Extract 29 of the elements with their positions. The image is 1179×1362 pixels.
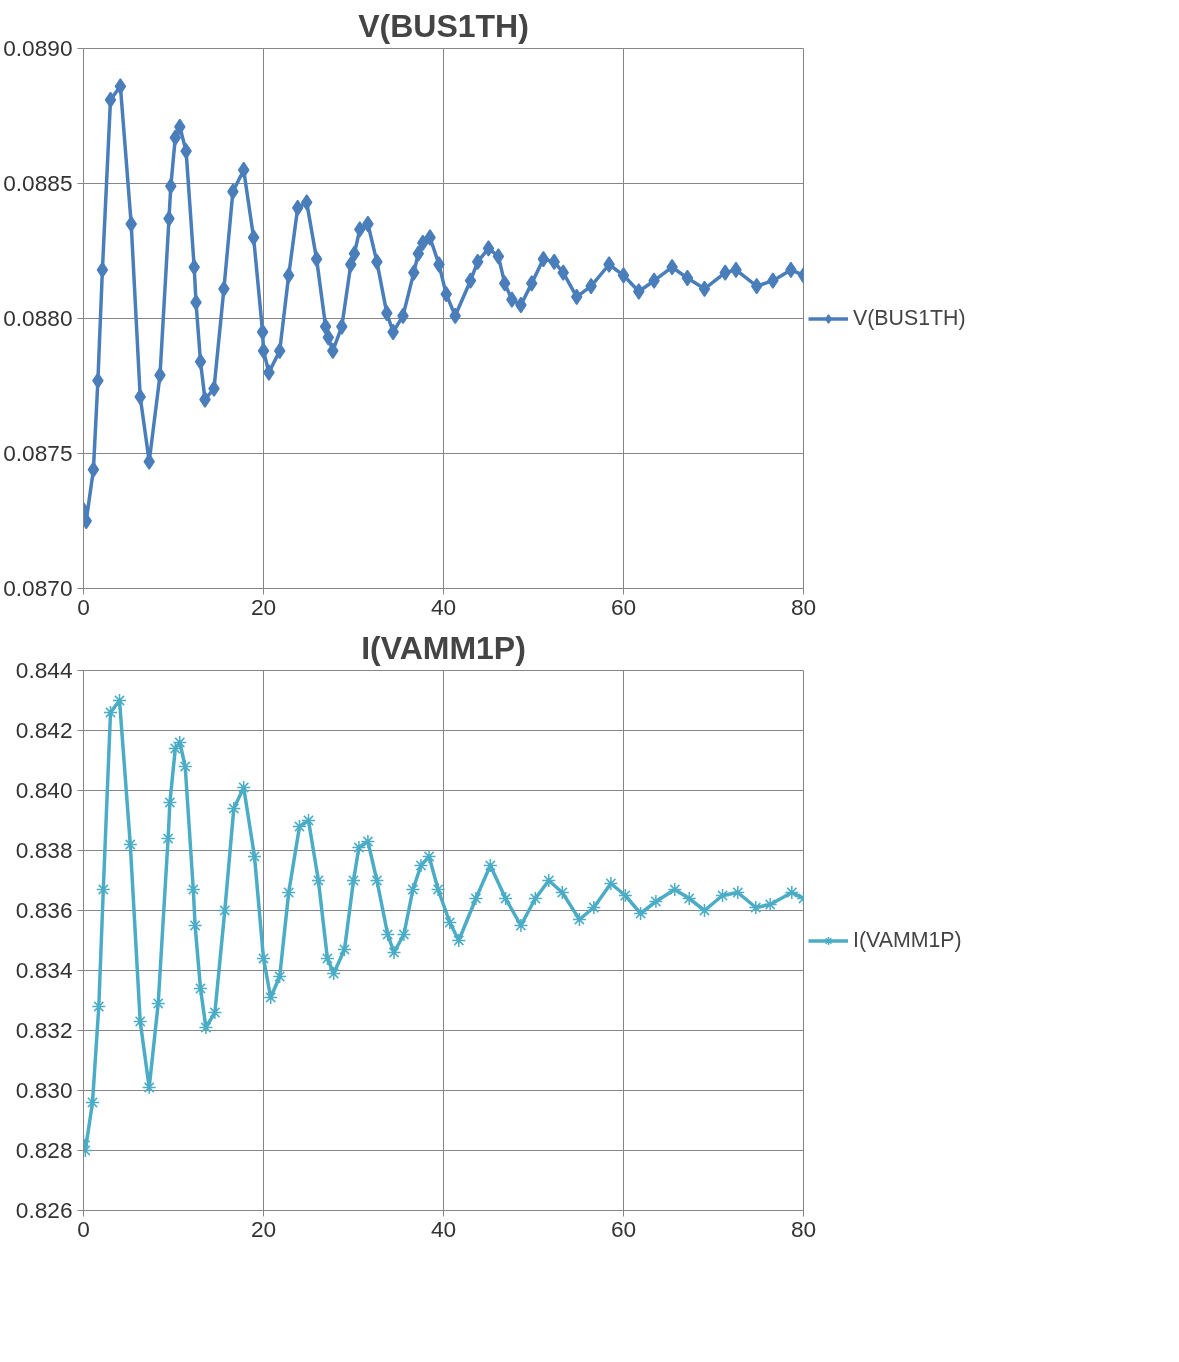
y-tick-label: 0.838 bbox=[15, 837, 73, 863]
x-tick-label: 80 bbox=[790, 593, 817, 620]
y-tick-label: 0.0875 bbox=[3, 440, 73, 466]
legend-label: I(VAMM1P) bbox=[853, 927, 962, 953]
chart-title: I(VAMM1P) bbox=[361, 629, 526, 666]
y-tick-label: 0.828 bbox=[15, 1137, 73, 1163]
y-tick-label: 0.836 bbox=[15, 897, 73, 923]
x-tick-label: 20 bbox=[250, 1215, 277, 1242]
x-tick-label: 40 bbox=[430, 593, 457, 620]
y-tick-label: 0.844 bbox=[15, 657, 73, 683]
x-tick-label: 0 bbox=[77, 1215, 90, 1242]
x-tick-label: 40 bbox=[430, 1215, 457, 1242]
y-tick-label: 0.834 bbox=[15, 957, 73, 983]
y-tick-label: 0.832 bbox=[15, 1017, 73, 1043]
y-tick-label: 0.826 bbox=[15, 1197, 73, 1223]
y-tick-label: 0.0890 bbox=[3, 35, 73, 61]
y-tick-label: 0.0870 bbox=[3, 575, 73, 601]
y-tick-label: 0.842 bbox=[15, 717, 73, 743]
y-tick-label: 0.840 bbox=[15, 777, 73, 803]
y-tick-label: 0.830 bbox=[15, 1077, 73, 1103]
legend-label: V(BUS1TH) bbox=[853, 305, 966, 331]
x-tick-label: 60 bbox=[610, 593, 637, 620]
chart-title: V(BUS1TH) bbox=[358, 7, 529, 44]
x-tick-label: 0 bbox=[77, 593, 90, 620]
y-tick-label: 0.0885 bbox=[3, 170, 73, 196]
x-tick-label: 60 bbox=[610, 1215, 637, 1242]
x-tick-label: 80 bbox=[790, 1215, 817, 1242]
x-tick-label: 20 bbox=[250, 593, 277, 620]
y-tick-label: 0.0880 bbox=[3, 305, 73, 331]
